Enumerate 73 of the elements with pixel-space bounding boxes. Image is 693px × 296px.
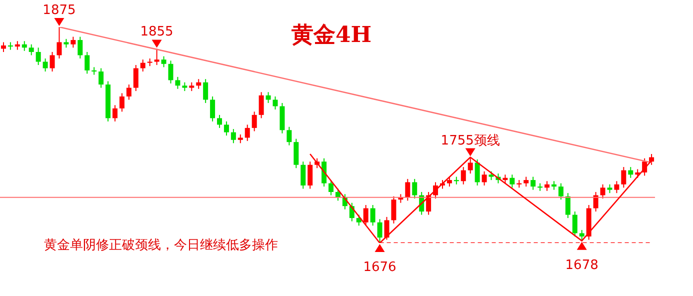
candlestick bbox=[593, 191, 598, 212]
candlestick bbox=[384, 216, 390, 240]
candlestick bbox=[405, 178, 410, 202]
candlestick bbox=[175, 76, 180, 90]
candlestick bbox=[1, 42, 6, 52]
candlestick bbox=[92, 66, 97, 76]
candlestick bbox=[272, 96, 278, 110]
candlestick bbox=[84, 51, 90, 74]
candlestick bbox=[565, 192, 570, 219]
candlestick bbox=[370, 204, 376, 226]
candlestick bbox=[600, 184, 606, 199]
candlestick bbox=[628, 166, 634, 178]
annotation: 黄金单阴修正破颈线，今日继续低多操作 bbox=[44, 237, 278, 254]
annotation: 1855 bbox=[140, 24, 174, 40]
candlestick bbox=[579, 229, 584, 242]
candlestick bbox=[572, 211, 578, 237]
candlestick bbox=[154, 48, 160, 66]
candlestick bbox=[210, 96, 216, 122]
candlestick bbox=[300, 161, 306, 190]
candlestick bbox=[614, 180, 620, 194]
candlestick bbox=[252, 111, 257, 132]
candlestick bbox=[474, 158, 480, 186]
candlestick bbox=[217, 114, 222, 128]
candlestick bbox=[363, 204, 368, 226]
candlestick bbox=[196, 78, 202, 90]
candlestick bbox=[558, 182, 564, 200]
candlestick bbox=[161, 56, 166, 68]
candlestick bbox=[286, 126, 292, 146]
candlestick bbox=[308, 161, 313, 190]
candlestick bbox=[446, 176, 452, 188]
candlestick bbox=[22, 40, 27, 52]
candlestick bbox=[70, 36, 76, 48]
candlestick bbox=[391, 196, 396, 224]
candlestick bbox=[36, 47, 41, 66]
candlestick bbox=[133, 64, 138, 92]
annotation: 1755颈线 bbox=[440, 133, 500, 148]
candlestick bbox=[224, 120, 229, 136]
candlestick bbox=[119, 92, 124, 112]
candlestick bbox=[98, 68, 104, 88]
candlestick bbox=[126, 84, 132, 100]
candlestick bbox=[460, 166, 466, 185]
candlestick bbox=[356, 214, 362, 226]
annotation: 1875 bbox=[42, 3, 76, 18]
candlestick bbox=[510, 174, 515, 188]
candlestick bbox=[266, 92, 271, 104]
candlestick bbox=[322, 158, 327, 188]
candlestick bbox=[50, 51, 55, 72]
candlestick bbox=[56, 27, 62, 59]
candlestick bbox=[112, 104, 118, 122]
candlestick bbox=[530, 176, 536, 190]
candlestick bbox=[28, 44, 34, 56]
candlestick bbox=[621, 166, 626, 188]
candlestick bbox=[258, 92, 264, 119]
annotation: 1678 bbox=[565, 258, 598, 273]
candlestick bbox=[294, 138, 299, 169]
candlestick bbox=[8, 42, 13, 50]
candlestick bbox=[244, 124, 250, 142]
candlestick bbox=[168, 60, 174, 84]
candlestick bbox=[78, 36, 83, 59]
candlestick bbox=[544, 180, 550, 192]
candlestick bbox=[377, 218, 382, 243]
candlestick bbox=[524, 176, 529, 188]
candlestick bbox=[468, 156, 473, 174]
candlestick bbox=[203, 78, 208, 104]
candlestick bbox=[140, 59, 146, 72]
chart-title: 黄金4H bbox=[291, 22, 372, 48]
annotation: 1676 bbox=[363, 260, 396, 275]
candlestick bbox=[42, 58, 48, 72]
candlestick bbox=[412, 178, 418, 199]
candlestick bbox=[482, 170, 487, 186]
candlestick bbox=[280, 102, 285, 134]
candlestick bbox=[230, 128, 236, 144]
candlestick bbox=[328, 180, 334, 196]
